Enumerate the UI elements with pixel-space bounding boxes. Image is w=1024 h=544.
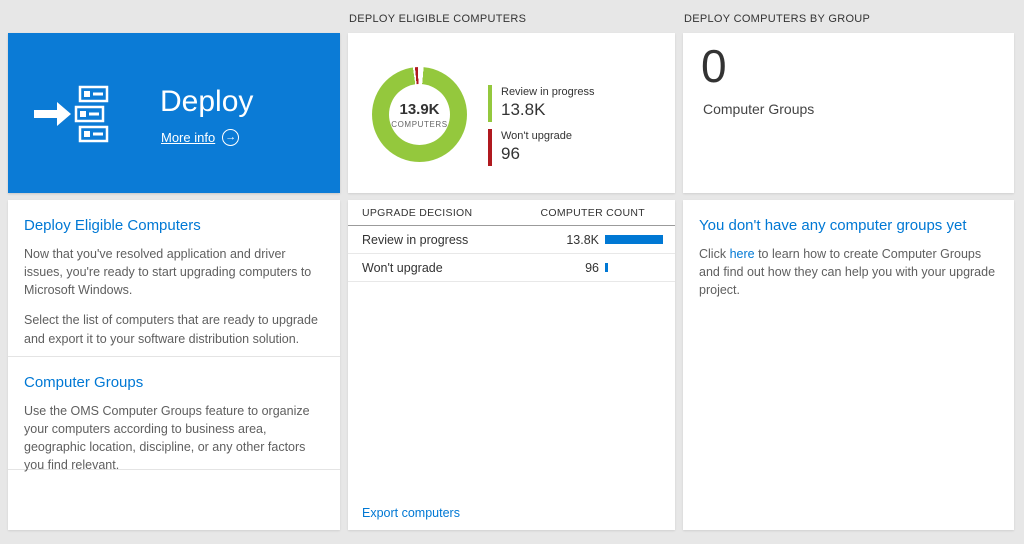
column-header-deploy-computers-by-group: DEPLOY COMPUTERS BY GROUP — [684, 13, 871, 25]
computer-groups-empty-panel: You don't have any computer groups yet C… — [683, 200, 1014, 530]
more-info-arrow-icon: → — [222, 129, 240, 146]
column-header-deploy-eligible-computers: DEPLOY ELIGIBLE COMPUTERS — [349, 13, 527, 25]
upgrade-decision-table: UPGRADE DECISION COMPUTER COUNT Review i… — [348, 200, 675, 530]
row-label: Won't upgrade — [362, 260, 443, 275]
deploy-solution-tile[interactable]: Deploy More info → — [8, 33, 340, 193]
row-value: 96 — [585, 260, 599, 275]
legend-label: Review in progress — [501, 86, 595, 98]
table-row-wont-upgrade[interactable]: Won't upgrade 96 — [348, 254, 675, 282]
table-header-row: UPGRADE DECISION COMPUTER COUNT — [348, 200, 675, 226]
deploy-icon — [34, 85, 109, 143]
paragraph: Now that you've resolved application and… — [24, 247, 312, 298]
row-bar-container — [605, 263, 667, 272]
row-bar-container — [605, 235, 667, 244]
paragraph: Use the OMS Computer Groups feature to o… — [24, 404, 310, 473]
section-computer-groups: Computer Groups Use the OMS Computer Gro… — [8, 357, 340, 472]
legend-value: 13.8K — [501, 99, 546, 119]
donut-hole: 13.9K COMPUTERS — [389, 84, 450, 145]
section-deploy-eligible-computers: Deploy Eligible Computers Now that you'v… — [8, 200, 340, 357]
no-groups-heading: You don't have any computer groups yet — [699, 217, 967, 234]
more-info-label: More info — [161, 130, 216, 145]
legend-value: 96 — [501, 143, 520, 163]
computer-groups-count-label: Computer Groups — [703, 101, 815, 117]
deploy-info-panel: Deploy Eligible Computers Now that you'v… — [8, 200, 340, 530]
donut-total-value: 13.9K — [399, 100, 440, 118]
legend-item-wont-upgrade: Won't upgrade 96 — [488, 129, 595, 167]
legend-label: Won't upgrade — [501, 130, 573, 143]
tile-title: Deploy — [160, 85, 254, 118]
value-bar — [605, 235, 663, 244]
text-before-link: Click — [699, 247, 730, 261]
computer-groups-count: 0 — [701, 40, 727, 92]
no-groups-text: Click here to learn how to create Comput… — [699, 245, 998, 299]
eligible-computers-chart-tile[interactable]: 13.9K COMPUTERS Review in progress 13.8K… — [348, 33, 675, 193]
paragraph: Select the list of computers that are re… — [24, 313, 318, 346]
legend-item-review-in-progress: Review in progress 13.8K — [488, 85, 595, 123]
table-header-computer-count: COMPUTER COUNT — [540, 206, 645, 219]
export-computers-link[interactable]: Export computers — [362, 506, 460, 520]
section-heading-deploy-eligible-computers: Deploy Eligible Computers — [24, 217, 201, 234]
value-bar — [605, 263, 608, 272]
text-after-link: to learn how to create Computer Groups a… — [699, 247, 996, 298]
here-link[interactable]: here — [729, 247, 755, 261]
more-info-link[interactable]: More info → — [161, 129, 240, 146]
table-row-review-in-progress[interactable]: Review in progress 13.8K — [348, 226, 675, 254]
row-label: Review in progress — [362, 232, 469, 247]
row-value: 13.8K — [566, 232, 599, 247]
table-header-upgrade-decision: UPGRADE DECISION — [362, 206, 473, 219]
computer-groups-count-tile[interactable]: 0 Computer Groups — [683, 33, 1014, 193]
donut-total-label: COMPUTERS — [391, 119, 448, 129]
chart-legend: Review in progress 13.8K Won't upgrade 9… — [488, 85, 595, 173]
section-heading-computer-groups: Computer Groups — [24, 374, 144, 391]
donut-chart: 13.9K COMPUTERS — [372, 67, 467, 162]
